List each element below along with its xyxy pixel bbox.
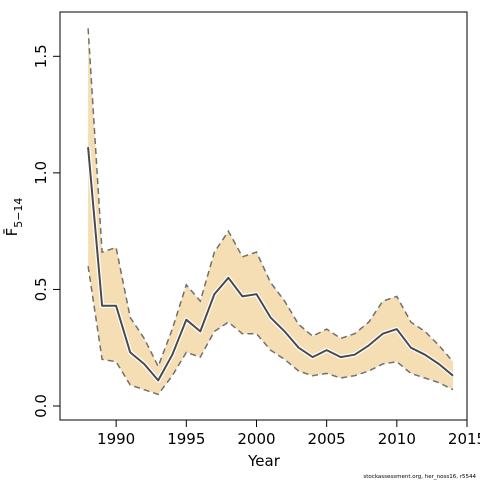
x-axis: 1990 1995 2000 2005 2010 2015 [97,420,480,448]
credit-note: stockassessment.org, her_noss16, r5544 [363,474,476,480]
y-tick-label: 0.0 [32,394,50,418]
x-tick-label: 1995 [167,430,205,448]
plot-frame [59,11,468,421]
x-axis-title: Year [247,452,281,470]
lower-bound-line [87,265,454,396]
y-axis-title: F̄5−14 [2,198,25,237]
x-tick-label: 2015 [448,430,480,448]
y-axis: 0.0 0.5 1.0 1.5 [32,44,60,418]
y-axis-title-main: F̄ [2,228,21,237]
x-tick-label: 2005 [308,430,346,448]
estimate-line [87,147,454,382]
y-tick-label: 0.5 [32,278,50,302]
x-tick-label: 2010 [378,430,416,448]
x-tick-label: 1990 [97,430,135,448]
x-tick-label: 2000 [237,430,275,448]
confidence-band [88,28,453,395]
y-tick-label: 1.0 [32,161,50,185]
upper-bound-line [87,28,454,369]
y-tick-label: 1.5 [32,44,50,68]
svg-text:F̄5−14: F̄5−14 [2,198,25,237]
plot-area [85,28,455,396]
y-axis-title-subscript: 5−14 [12,198,25,228]
